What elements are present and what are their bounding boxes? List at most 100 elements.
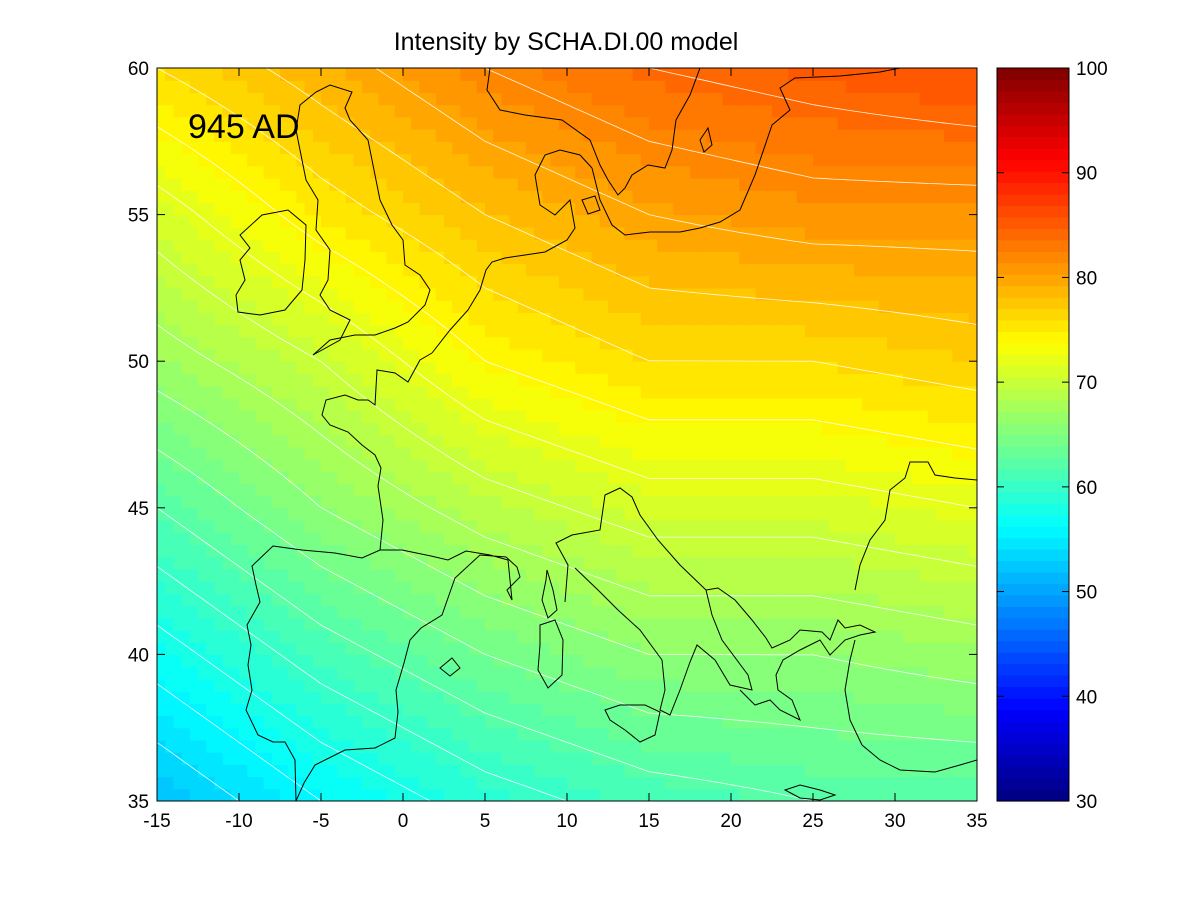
field-cell [370, 556, 379, 570]
field-cell [698, 654, 707, 668]
field-cell [837, 788, 847, 801]
field-cell [714, 348, 724, 362]
field-cell [952, 336, 962, 350]
field-cell [788, 678, 798, 692]
field-cell [583, 397, 593, 411]
field-cell [616, 239, 625, 252]
field-cell [919, 471, 929, 484]
field-cell [198, 226, 207, 240]
field-cell [468, 666, 478, 680]
field-cell [214, 605, 224, 619]
field-cell [878, 312, 888, 326]
field-cell [665, 764, 675, 778]
field-cell [845, 397, 855, 411]
field-cell [567, 642, 576, 655]
field-cell [886, 507, 896, 521]
field-cell [960, 715, 970, 729]
field-cell [345, 581, 355, 594]
field-cell [796, 361, 806, 375]
field-cell [493, 483, 502, 497]
field-cell [247, 336, 256, 350]
field-cell [534, 593, 543, 607]
field-cell [747, 642, 757, 655]
field-cell [403, 678, 412, 692]
field-cell [591, 507, 601, 521]
field-cell [665, 544, 675, 558]
field-cell [665, 385, 675, 399]
field-cell [452, 654, 461, 668]
field-cell [378, 385, 388, 399]
field-cell [796, 605, 806, 619]
field-cell [296, 226, 306, 240]
field-cell [370, 410, 379, 423]
field-cell [886, 593, 896, 607]
field-cell [558, 568, 568, 582]
field-cell [509, 239, 519, 252]
field-cell [501, 397, 511, 411]
field-cell [206, 410, 215, 423]
field-cell [706, 593, 716, 607]
field-cell [198, 483, 207, 497]
field-cell [624, 287, 634, 301]
field-cell [813, 715, 822, 729]
field-cell [698, 471, 707, 484]
field-cell [862, 336, 871, 350]
field-cell [927, 275, 937, 289]
field-cell [837, 776, 847, 790]
field-cell [206, 593, 215, 607]
field-cell [845, 434, 855, 448]
field-cell [452, 458, 461, 472]
field-cell [321, 678, 330, 692]
field-cell [296, 251, 306, 265]
field-cell [296, 373, 306, 387]
field-cell [378, 324, 388, 338]
field-cell [362, 495, 371, 509]
field-cell [690, 605, 699, 619]
field-cell [345, 727, 355, 741]
field-cell [509, 752, 519, 765]
field-cell [329, 593, 338, 607]
field-cell [944, 678, 953, 692]
field-cell [296, 385, 306, 399]
field-cell [304, 446, 314, 460]
field-cell [468, 446, 478, 460]
field-cell [444, 251, 453, 265]
field-cell [927, 422, 937, 436]
field-cell [927, 629, 937, 643]
field-cell [353, 617, 363, 631]
field-cell [895, 678, 904, 692]
field-cell [370, 422, 379, 436]
field-cell [698, 678, 707, 692]
field-cell [312, 776, 322, 790]
field-cell [690, 629, 699, 643]
field-cell [854, 495, 863, 509]
field-cell [362, 568, 371, 582]
field-cell [608, 532, 617, 546]
field-cell [599, 617, 609, 631]
field-cell [731, 715, 740, 729]
field-cell [427, 593, 437, 607]
field-cell [919, 556, 929, 570]
field-cell [591, 397, 601, 411]
field-cell [362, 776, 371, 790]
field-cell [878, 410, 888, 423]
field-cell [468, 556, 478, 570]
field-cell [796, 287, 806, 301]
field-cell [624, 642, 634, 655]
field-cell [427, 678, 437, 692]
field-cell [813, 727, 822, 741]
field-cell [698, 385, 707, 399]
field-cell [411, 495, 420, 509]
field-cell [722, 324, 732, 338]
field-cell [329, 605, 338, 619]
field-cell [173, 251, 183, 265]
field-cell [370, 385, 379, 399]
field-cell [247, 300, 256, 313]
field-cell [296, 287, 306, 301]
field-cell [813, 190, 822, 203]
field-cell [919, 593, 929, 607]
field-cell [411, 348, 420, 362]
field-cell [460, 422, 470, 436]
field-cell [312, 691, 322, 704]
field-cell [944, 776, 953, 790]
